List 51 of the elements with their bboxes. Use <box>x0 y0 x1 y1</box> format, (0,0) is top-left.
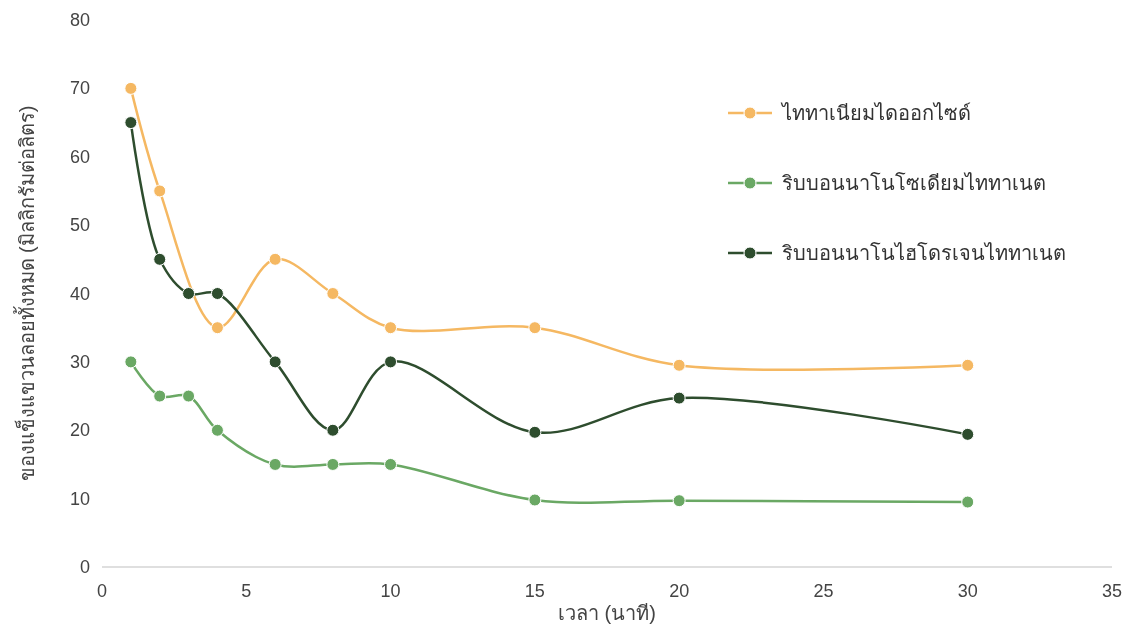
point <box>384 321 398 335</box>
y-tick-label: 50 <box>69 215 90 236</box>
point <box>210 287 224 300</box>
point <box>153 252 167 266</box>
y-tick-label: 20 <box>69 420 90 441</box>
point <box>961 358 975 372</box>
point <box>961 495 975 509</box>
point <box>268 252 282 266</box>
point <box>326 457 340 471</box>
point <box>268 355 282 369</box>
y-tick-label: 0 <box>79 557 90 577</box>
point <box>153 389 167 403</box>
y-tick-label: 10 <box>69 488 90 509</box>
point <box>124 81 138 95</box>
point <box>384 457 398 471</box>
point <box>182 287 196 300</box>
point <box>384 355 398 369</box>
point <box>210 321 224 335</box>
x-tick-label: 30 <box>957 581 978 601</box>
point <box>182 389 196 403</box>
x-tick-label: 35 <box>1101 581 1123 601</box>
legend-label: ไททาเนียมไดออกไซด์ <box>780 102 971 124</box>
legend-label: ริบบอนนาโนไฮโดรเจนไททาเนต <box>782 242 1066 264</box>
x-tick-label: 20 <box>669 581 690 601</box>
point <box>268 457 282 471</box>
point <box>124 355 138 369</box>
x-tick-label: 25 <box>813 581 834 601</box>
x-tick-label: 0 <box>96 581 108 601</box>
legend-label: ริบบอนนาโนโซเดียมไททาเนต <box>782 172 1046 194</box>
y-axis-title: ของแข็งแขวนลอยทั้งหมด (มิลลิกรัมต่อลิตร) <box>13 105 38 482</box>
point <box>528 493 542 507</box>
x-axis-title: เวลา (นาที) <box>558 602 656 624</box>
y-tick-label: 80 <box>69 10 90 30</box>
point <box>672 494 686 508</box>
y-tick-label: 40 <box>69 283 90 304</box>
y-tick-label: 70 <box>69 78 90 99</box>
x-tick-label: 5 <box>241 581 252 601</box>
point <box>961 427 975 441</box>
point <box>672 391 686 405</box>
y-tick-label: 30 <box>69 351 90 372</box>
point <box>210 423 224 437</box>
point <box>528 425 542 439</box>
point <box>326 423 340 437</box>
point <box>124 116 138 130</box>
x-tick-label: 15 <box>524 581 545 601</box>
point <box>326 287 340 300</box>
x-tick-label: 10 <box>380 581 401 601</box>
point <box>528 321 542 335</box>
y-tick-label: 60 <box>69 146 90 167</box>
point <box>153 184 167 198</box>
point <box>672 358 686 372</box>
